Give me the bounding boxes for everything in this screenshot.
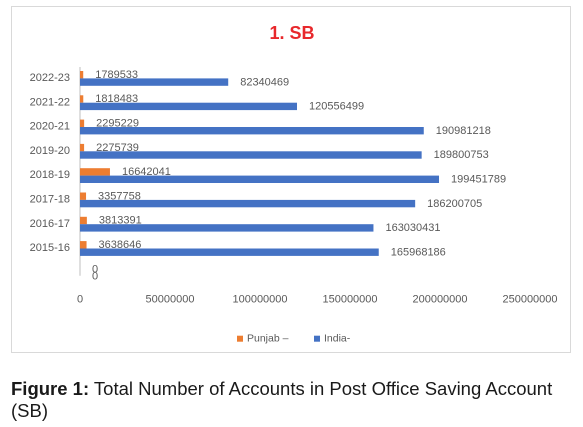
bar-punjab: [80, 168, 110, 176]
data-label: 3638646: [99, 239, 142, 251]
x-tick-label: 150000000: [322, 294, 377, 306]
bar-punjab: [80, 119, 85, 127]
bar-india: [80, 248, 379, 256]
bar-punjab: [80, 143, 85, 152]
bar-india: [80, 224, 374, 232]
data-label: 163030431: [385, 222, 440, 234]
bar-india: [80, 102, 298, 111]
legend-label: India-: [324, 333, 351, 345]
data-label: 0: [92, 263, 98, 275]
data-label: 16642041: [122, 166, 171, 178]
x-tick-label: 250000000: [502, 294, 557, 306]
legend-label: Punjab –: [247, 333, 289, 345]
x-tick-label: 200000000: [412, 294, 467, 306]
bar-punjab: [80, 241, 87, 249]
category-label: 2017-18: [30, 194, 70, 206]
category-label: 2021-22: [30, 96, 70, 108]
chart-container: 1. SB 2022-23 1789533 82340469 2021-22 181848…: [11, 6, 571, 353]
bar-india: [80, 127, 424, 135]
data-label: 190981218: [436, 125, 491, 137]
legend-swatch-india: [314, 335, 320, 342]
category-label: 2018-19: [30, 169, 70, 181]
bar-punjab: [80, 192, 87, 200]
category-label: 2020-21: [30, 121, 70, 133]
x-tick-label: 50000000: [146, 294, 195, 306]
legend-swatch-punjab: [237, 335, 243, 342]
bar-india: [80, 151, 422, 159]
bar-india: [80, 175, 440, 183]
data-label: 199451789: [451, 174, 506, 186]
caption-label: Figure 1:: [11, 378, 90, 399]
data-label: 2275739: [96, 142, 139, 154]
data-label: 2295229: [96, 118, 139, 130]
data-label: 1789533: [95, 69, 138, 81]
data-label: 165968186: [391, 246, 446, 258]
bar-india: [80, 199, 416, 208]
bar-india: [80, 78, 229, 86]
category-label: 2019-20: [30, 145, 70, 157]
data-label: 186200705: [427, 198, 482, 210]
bar-punjab: [80, 216, 87, 225]
category-label: 2015-16: [30, 242, 70, 254]
figure-caption: Figure 1: Total Number of Accounts in Po…: [11, 378, 576, 422]
x-tick-label: 0: [77, 294, 83, 306]
data-label: 0: [92, 271, 98, 283]
data-label: 189800753: [434, 149, 489, 161]
data-label: 1818483: [95, 93, 138, 105]
data-label: 3813391: [99, 215, 142, 227]
caption-text: Total Number of Accounts in Post Office …: [11, 378, 553, 421]
category-label: 2022-23: [30, 72, 70, 84]
chart-title: 1. SB: [269, 23, 314, 43]
data-label: 82340469: [240, 76, 289, 88]
bar-chart: 1. SB 2022-23 1789533 82340469 2021-22 181848…: [30, 23, 558, 345]
bar-punjab: [80, 95, 84, 103]
category-label: 2016-17: [30, 218, 70, 230]
bar-punjab: [80, 71, 84, 79]
data-label: 120556499: [309, 101, 364, 113]
x-tick-label: 100000000: [232, 294, 287, 306]
data-label: 3357758: [98, 190, 141, 202]
